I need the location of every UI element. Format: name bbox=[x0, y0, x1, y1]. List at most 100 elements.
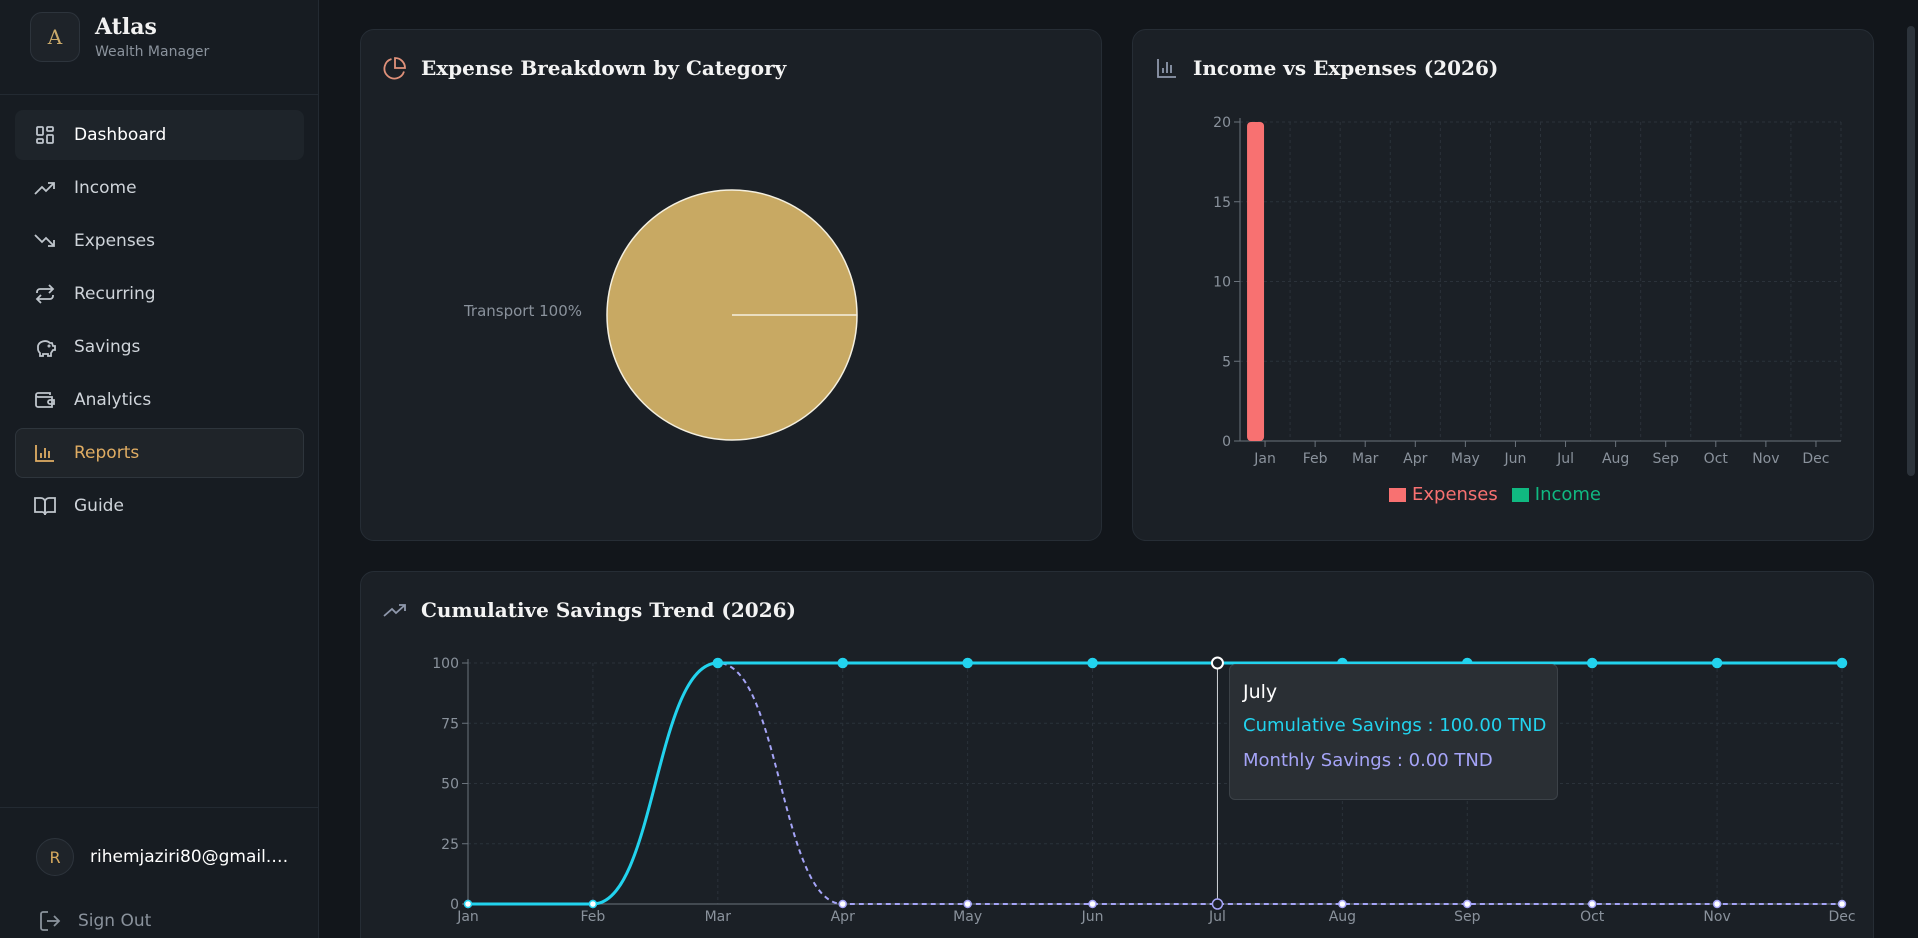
user-email: rihemjaziri80@gmail.com bbox=[90, 847, 290, 867]
x-tick-label: Apr bbox=[1403, 451, 1427, 467]
sidebar-item-label: Guide bbox=[74, 496, 124, 516]
sidebar-item-label: Recurring bbox=[74, 284, 156, 304]
data-point-cumulative bbox=[1586, 657, 1598, 669]
sidebar-item-guide[interactable]: Guide bbox=[15, 481, 304, 531]
y-tick-label: 10 bbox=[1213, 275, 1231, 291]
sign-out-button[interactable]: Sign Out bbox=[40, 911, 151, 931]
y-tick-label: 20 bbox=[1213, 115, 1231, 131]
x-tick-label: Jan bbox=[1253, 451, 1276, 467]
chart-tooltip: July Cumulative Savings : 100.00 TND Mon… bbox=[1229, 664, 1558, 800]
legend-item-expenses[interactable]: Expenses bbox=[1389, 484, 1498, 505]
brand-name: Atlas bbox=[95, 14, 157, 40]
x-tick-label: Oct bbox=[1580, 909, 1605, 925]
y-tick-label: 100 bbox=[432, 656, 459, 672]
repeat-icon bbox=[34, 283, 56, 305]
x-tick-label: Sep bbox=[1653, 451, 1680, 467]
data-point-cumulative bbox=[1210, 656, 1224, 670]
x-tick-label: Jun bbox=[1504, 451, 1527, 467]
pie-chart: Transport 100% bbox=[463, 189, 858, 441]
x-tick-label: Jun bbox=[1081, 909, 1104, 925]
pie-slice-label: Transport 100% bbox=[463, 302, 582, 320]
x-tick-label: Mar bbox=[1352, 451, 1379, 467]
dashboard-grid-icon bbox=[34, 124, 56, 146]
sidebar-item-label: Reports bbox=[74, 443, 140, 463]
data-point-cumulative bbox=[588, 899, 598, 909]
divider bbox=[0, 807, 318, 808]
line-chart: 0 25 50 75 100 Jan Feb Mar Apr May Jun Jul Aug Sep Oct… bbox=[432, 656, 1855, 925]
legend-label: Expenses bbox=[1412, 484, 1498, 505]
sidebar-item-reports[interactable]: Reports bbox=[15, 428, 304, 478]
legend-swatch bbox=[1511, 487, 1529, 502]
data-point-monthly bbox=[1211, 898, 1224, 910]
y-tick-label: 0 bbox=[1222, 434, 1231, 450]
pie-chart-icon bbox=[383, 56, 407, 80]
sidebar-nav: Dashboard Income Expenses Recurring Savi… bbox=[15, 110, 304, 534]
sidebar-item-savings[interactable]: Savings bbox=[15, 322, 304, 372]
x-tick-label: Feb bbox=[581, 909, 606, 925]
data-point-cumulative bbox=[962, 657, 973, 669]
data-point-monthly bbox=[963, 899, 972, 909]
sidebar-item-expenses[interactable]: Expenses bbox=[15, 216, 304, 266]
data-point-monthly bbox=[1463, 899, 1472, 909]
x-tick-label: Nov bbox=[1703, 909, 1730, 925]
data-point-monthly bbox=[1587, 899, 1597, 909]
data-point-cumulative bbox=[1087, 657, 1098, 669]
legend-label: Income bbox=[1534, 484, 1601, 505]
data-point-monthly bbox=[1338, 899, 1347, 909]
page-scrollbar[interactable] bbox=[1904, 0, 1918, 938]
tooltip-cumulative: Cumulative Savings : 100.00 TND bbox=[1243, 715, 1547, 736]
bar-chart-icon bbox=[34, 442, 56, 464]
x-tick-label: Jan bbox=[456, 909, 479, 925]
x-tick-label: Sep bbox=[1454, 909, 1481, 925]
x-tick-label: Feb bbox=[1303, 451, 1328, 467]
sidebar-item-recurring[interactable]: Recurring bbox=[15, 269, 304, 319]
brand[interactable]: A Atlas Wealth Manager bbox=[30, 12, 209, 62]
piggy-bank-icon bbox=[34, 336, 56, 358]
y-tick-label: 5 bbox=[1222, 354, 1231, 370]
x-tick-label: Jul bbox=[1208, 909, 1226, 925]
sidebar-item-dashboard[interactable]: Dashboard bbox=[15, 110, 304, 160]
user-profile[interactable]: R rihemjaziri80@gmail.com bbox=[36, 838, 290, 876]
x-tick-label: May bbox=[1451, 451, 1480, 467]
income-vs-expenses-card: Income vs Expenses (2026) 0 5 10 15 20 Jan Feb… bbox=[1132, 29, 1874, 541]
sidebar-item-label: Expenses bbox=[74, 231, 155, 251]
trending-down-icon bbox=[34, 230, 56, 252]
brand-subtitle: Wealth Manager bbox=[95, 44, 210, 60]
x-tick-label: Mar bbox=[705, 909, 732, 925]
sidebar-item-label: Dashboard bbox=[74, 125, 167, 145]
sidebar-item-income[interactable]: Income bbox=[15, 163, 304, 213]
data-point-cumulative bbox=[463, 899, 473, 909]
wallet-icon bbox=[34, 389, 56, 411]
data-point-cumulative bbox=[1711, 657, 1723, 669]
data-point-cumulative bbox=[1836, 657, 1848, 669]
x-tick-label: Nov bbox=[1752, 451, 1779, 467]
y-tick-label: 25 bbox=[441, 837, 459, 853]
cumulative-savings-card: Cumulative Savings Trend (2026) 0 25 50 75 1… bbox=[360, 571, 1874, 938]
y-tick-label: 15 bbox=[1213, 195, 1231, 211]
x-tick-label: Dec bbox=[1828, 909, 1855, 925]
sidebar-item-label: Income bbox=[74, 178, 137, 198]
divider bbox=[0, 94, 318, 95]
sign-out-label: Sign Out bbox=[78, 911, 152, 931]
x-tick-label: Apr bbox=[831, 909, 855, 925]
expense-breakdown-card: Expense Breakdown by Category Transport … bbox=[360, 29, 1102, 541]
tooltip-title: July bbox=[1243, 681, 1278, 703]
bar-expenses bbox=[1247, 122, 1265, 441]
book-open-icon bbox=[34, 495, 56, 517]
x-tick-label: Oct bbox=[1704, 451, 1729, 467]
y-tick-label: 0 bbox=[450, 897, 459, 913]
data-point-monthly bbox=[838, 899, 847, 909]
data-point-cumulative bbox=[712, 657, 724, 669]
sidebar: A Atlas Wealth Manager Dashboard Income … bbox=[0, 0, 319, 938]
legend-item-income[interactable]: Income bbox=[1511, 484, 1601, 505]
x-tick-label: Aug bbox=[1329, 909, 1356, 925]
sidebar-item-label: Analytics bbox=[74, 390, 152, 410]
trending-up-icon bbox=[383, 598, 407, 622]
y-tick-label: 50 bbox=[441, 777, 459, 793]
brand-logo: A bbox=[30, 12, 80, 62]
bar-chart-icon bbox=[1155, 56, 1179, 80]
scrollbar-thumb[interactable] bbox=[1907, 26, 1915, 476]
card-title: Expense Breakdown by Category bbox=[383, 56, 786, 80]
card-title: Income vs Expenses (2026) bbox=[1155, 56, 1498, 80]
sidebar-item-analytics[interactable]: Analytics bbox=[15, 375, 304, 425]
